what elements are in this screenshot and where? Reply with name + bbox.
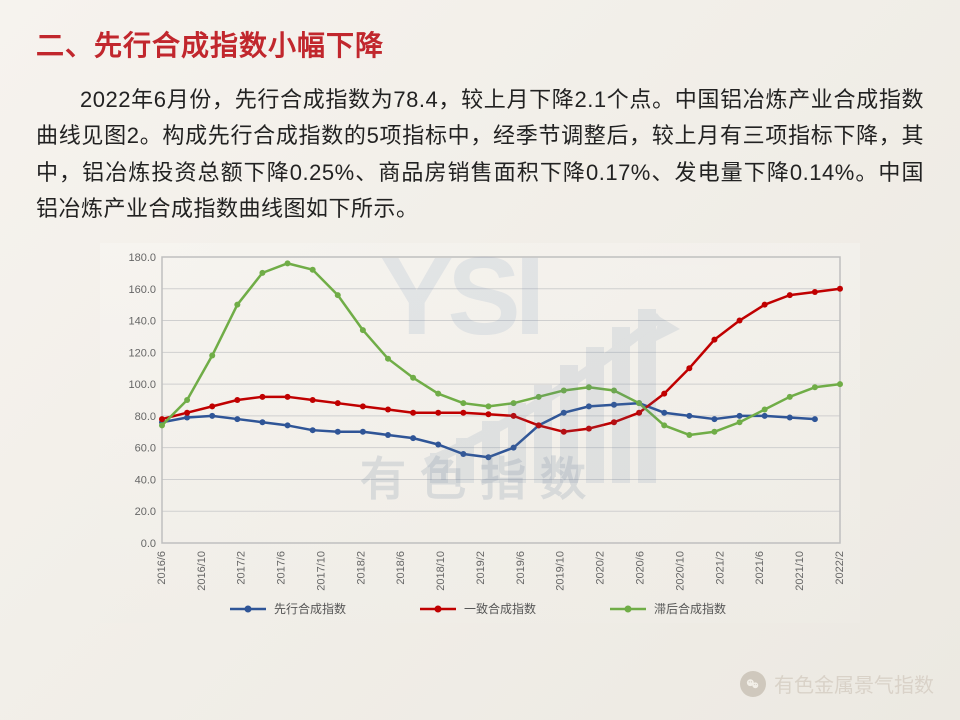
svg-text:60.0: 60.0 xyxy=(135,443,156,455)
chart-container: YSI 有色指数 0.020.040.060.080.0100.0120.014… xyxy=(100,243,860,623)
svg-text:2019/6: 2019/6 xyxy=(515,551,527,585)
source-tag: 有色金属景气指数 xyxy=(740,669,934,698)
svg-text:2017/2: 2017/2 xyxy=(236,551,248,585)
svg-text:40.0: 40.0 xyxy=(135,475,156,487)
wechat-icon xyxy=(740,671,766,697)
svg-text:2020/10: 2020/10 xyxy=(674,551,686,591)
svg-text:2021/2: 2021/2 xyxy=(714,551,726,585)
svg-text:160.0: 160.0 xyxy=(128,284,156,296)
svg-text:140.0: 140.0 xyxy=(128,316,156,328)
page-root: 二、先行合成指数小幅下降 2022年6月份，先行合成指数为78.4，较上月下降2… xyxy=(0,0,960,720)
svg-text:2018/6: 2018/6 xyxy=(395,551,407,585)
svg-text:2019/2: 2019/2 xyxy=(475,551,487,585)
svg-text:100.0: 100.0 xyxy=(128,379,156,391)
svg-text:2020/2: 2020/2 xyxy=(595,551,607,585)
svg-text:2016/6: 2016/6 xyxy=(156,551,168,585)
svg-text:一致合成指数: 一致合成指数 xyxy=(464,601,536,616)
svg-text:2021/6: 2021/6 xyxy=(754,551,766,585)
svg-text:2018/10: 2018/10 xyxy=(435,551,447,591)
svg-text:2018/2: 2018/2 xyxy=(355,551,367,585)
svg-text:2019/10: 2019/10 xyxy=(555,551,567,591)
svg-text:120.0: 120.0 xyxy=(128,348,156,360)
svg-text:20.0: 20.0 xyxy=(135,506,156,518)
svg-text:2017/10: 2017/10 xyxy=(315,551,327,591)
svg-text:先行合成指数: 先行合成指数 xyxy=(274,601,346,616)
source-label: 有色金属景气指数 xyxy=(774,669,934,698)
svg-text:2021/10: 2021/10 xyxy=(794,551,806,591)
svg-text:滞后合成指数: 滞后合成指数 xyxy=(654,601,726,616)
svg-text:80.0: 80.0 xyxy=(135,411,156,423)
svg-text:2017/6: 2017/6 xyxy=(276,551,288,585)
line-chart: 0.0 20.0 40.0 60.0 80.0 100.0 120.0 140.0 160.0 1… xyxy=(100,243,860,623)
svg-text:2020/6: 2020/6 xyxy=(634,551,646,585)
svg-text:0.0: 0.0 xyxy=(141,538,156,550)
body-paragraph: 2022年6月份，先行合成指数为78.4，较上月下降2.1个点。中国铝冶炼产业合… xyxy=(36,82,924,227)
svg-text:2022/2: 2022/2 xyxy=(834,551,846,585)
svg-text:2016/10: 2016/10 xyxy=(196,551,208,591)
svg-text:180.0: 180.0 xyxy=(128,252,156,264)
section-heading: 二、先行合成指数小幅下降 xyxy=(36,24,924,64)
